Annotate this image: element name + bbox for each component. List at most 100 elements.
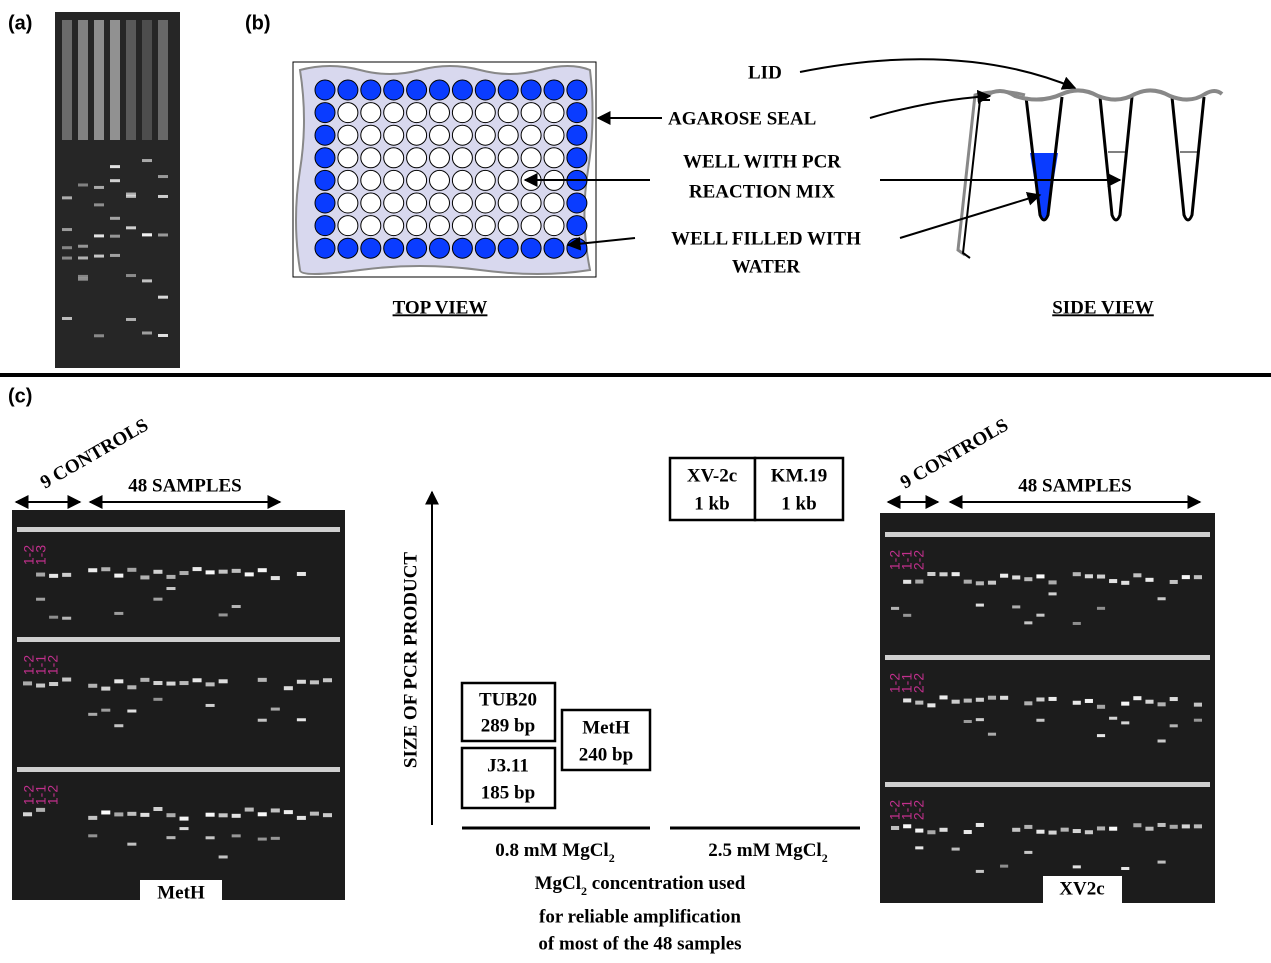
gel-band — [1024, 577, 1032, 581]
gel-band — [142, 331, 152, 334]
group-text: 0.8 mM MgCl — [495, 840, 608, 861]
well — [361, 193, 381, 213]
gel-band — [988, 696, 996, 700]
gel-lane — [62, 20, 72, 140]
gel-band — [1036, 719, 1044, 722]
gel-band — [180, 817, 189, 821]
gel-band — [153, 807, 162, 811]
gel-band — [193, 567, 202, 571]
gel-band — [976, 604, 984, 607]
box-text: 185 bp — [481, 782, 535, 803]
gel-band — [1073, 622, 1081, 625]
gel-band — [62, 257, 72, 260]
gel-band — [36, 598, 45, 601]
gel-band — [1170, 580, 1178, 584]
well — [521, 80, 541, 100]
gel-band — [1049, 831, 1057, 835]
group-text: 2.5 mM MgCl — [708, 840, 821, 861]
gel-band — [1097, 607, 1105, 610]
well — [407, 103, 427, 123]
gel-band — [88, 568, 97, 572]
box-text: 289 bp — [481, 715, 535, 736]
well — [475, 80, 495, 100]
well — [361, 103, 381, 123]
gel-band — [94, 334, 104, 337]
gel-band — [1158, 823, 1166, 827]
gel-band — [1194, 824, 1202, 828]
gel-band — [297, 572, 306, 576]
gel-band — [891, 607, 899, 610]
gel-band — [101, 810, 110, 814]
lane-label: 2-2 — [911, 800, 927, 820]
gel-band — [153, 598, 162, 601]
well — [521, 125, 541, 145]
gel-band — [110, 217, 120, 220]
gel-band — [180, 827, 189, 830]
gel-band — [232, 605, 241, 608]
gel-band — [1158, 702, 1166, 706]
gel-band — [219, 613, 228, 616]
gel-lane — [142, 20, 152, 140]
gel-band — [1012, 575, 1020, 579]
gel-band — [110, 235, 120, 238]
gel-band — [1073, 701, 1081, 705]
gel-band — [1182, 575, 1190, 579]
well — [498, 170, 518, 190]
gel-band — [1170, 697, 1178, 701]
gel-band — [62, 317, 72, 320]
box-text: KM.19 — [771, 465, 827, 486]
gel-lane — [126, 20, 136, 140]
callout: REACTION MIX — [689, 181, 835, 202]
gel-band — [62, 678, 71, 682]
gel-band — [1036, 574, 1044, 578]
well — [384, 238, 404, 258]
gel-band — [258, 568, 267, 572]
well — [498, 80, 518, 100]
gel-band — [258, 719, 267, 722]
gel-lane — [110, 20, 120, 140]
gel-band — [1024, 621, 1032, 624]
gel-band — [1073, 572, 1081, 576]
gel-band — [49, 616, 58, 619]
gel-band — [1182, 824, 1190, 828]
gel-band — [284, 686, 293, 690]
gel-band — [891, 826, 899, 830]
gel-lane — [158, 20, 168, 140]
gel-band — [114, 679, 123, 683]
gel-band — [1121, 581, 1129, 585]
gel-band — [1158, 739, 1166, 742]
gel-band — [1036, 697, 1044, 701]
gel-band — [297, 816, 306, 820]
gel-band — [915, 701, 923, 705]
gel-band — [114, 612, 123, 615]
gel-band — [310, 680, 319, 684]
gel-band — [158, 195, 168, 198]
well — [407, 238, 427, 258]
well — [498, 216, 518, 236]
gel-band — [1036, 614, 1044, 617]
gel-band — [232, 814, 241, 818]
gel-band — [1145, 578, 1153, 582]
gel-band — [193, 678, 202, 682]
view-caption: TOP VIEW — [393, 297, 488, 318]
well — [521, 216, 541, 236]
gel-band — [964, 720, 972, 723]
well — [361, 80, 381, 100]
gel-wells — [17, 767, 340, 772]
well — [315, 148, 335, 168]
gel-lane — [94, 20, 104, 140]
gel-band — [206, 836, 215, 839]
gel-band — [166, 587, 175, 590]
well — [567, 125, 587, 145]
gel-band — [976, 718, 984, 721]
samples-label: 48 SAMPLES — [128, 475, 242, 496]
gel-band — [114, 574, 123, 578]
well — [452, 238, 472, 258]
well — [315, 103, 335, 123]
gel-band — [142, 159, 152, 162]
gel-band — [1085, 830, 1093, 834]
well — [498, 193, 518, 213]
gel-band — [976, 581, 984, 585]
gel-band — [1121, 721, 1129, 724]
gel-band — [127, 568, 136, 572]
